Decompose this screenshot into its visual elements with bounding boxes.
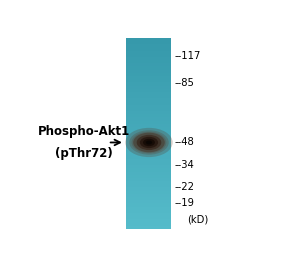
Bar xyxy=(127,223,171,226)
Bar xyxy=(127,79,171,82)
Text: (pThr72): (pThr72) xyxy=(55,147,113,160)
Bar xyxy=(127,127,171,130)
Bar xyxy=(127,213,171,216)
Bar xyxy=(127,143,171,146)
Bar xyxy=(127,210,171,213)
Bar xyxy=(127,191,171,194)
Bar xyxy=(127,63,171,67)
Bar xyxy=(127,47,171,50)
Bar xyxy=(127,168,171,172)
Bar xyxy=(127,175,171,178)
Bar xyxy=(127,206,171,210)
Bar xyxy=(127,57,171,60)
Bar xyxy=(127,172,171,175)
Bar xyxy=(127,130,171,133)
Bar xyxy=(127,54,171,57)
Ellipse shape xyxy=(140,137,158,148)
Bar xyxy=(127,38,171,41)
Bar xyxy=(127,60,171,63)
Text: (kD): (kD) xyxy=(187,215,208,225)
Ellipse shape xyxy=(125,128,173,157)
Bar xyxy=(127,82,171,86)
Bar xyxy=(127,117,171,121)
Bar xyxy=(127,108,171,111)
Bar xyxy=(127,73,171,76)
Bar xyxy=(127,89,171,92)
Text: --85: --85 xyxy=(175,78,194,87)
Text: --117: --117 xyxy=(175,51,201,61)
Text: --19: --19 xyxy=(175,199,195,209)
Bar xyxy=(127,149,171,152)
Bar xyxy=(127,178,171,181)
Bar xyxy=(127,44,171,47)
Bar xyxy=(127,181,171,184)
Ellipse shape xyxy=(132,132,166,153)
Bar xyxy=(127,98,171,101)
Text: --22: --22 xyxy=(175,182,195,192)
Bar xyxy=(127,95,171,98)
Bar xyxy=(127,121,171,124)
Bar xyxy=(127,70,171,73)
Bar xyxy=(127,67,171,70)
Bar xyxy=(127,200,171,203)
Bar xyxy=(127,50,171,54)
Bar xyxy=(127,203,171,206)
Ellipse shape xyxy=(129,130,169,155)
Bar xyxy=(127,184,171,187)
Bar xyxy=(127,216,171,219)
Bar xyxy=(127,111,171,114)
Bar xyxy=(127,41,171,44)
Bar xyxy=(127,140,171,143)
Bar xyxy=(127,197,171,200)
Ellipse shape xyxy=(143,139,155,146)
Bar xyxy=(127,76,171,79)
Bar xyxy=(127,165,171,168)
Bar xyxy=(127,162,171,165)
Bar xyxy=(127,133,171,136)
Bar xyxy=(127,101,171,105)
Bar xyxy=(127,219,171,223)
Bar xyxy=(127,86,171,89)
Ellipse shape xyxy=(137,135,161,150)
Bar xyxy=(127,146,171,149)
Bar xyxy=(127,114,171,117)
Bar xyxy=(127,105,171,108)
Text: Phospho-Akt1: Phospho-Akt1 xyxy=(38,125,130,138)
Bar xyxy=(127,226,171,229)
Bar xyxy=(127,159,171,162)
Bar xyxy=(127,136,171,140)
Bar xyxy=(127,124,171,127)
Bar xyxy=(127,152,171,155)
Bar xyxy=(127,155,171,159)
Bar xyxy=(127,194,171,197)
Text: --34: --34 xyxy=(175,160,194,170)
Text: --48: --48 xyxy=(175,138,194,148)
Bar xyxy=(127,187,171,191)
Ellipse shape xyxy=(146,140,152,144)
Ellipse shape xyxy=(133,133,165,152)
Bar xyxy=(127,92,171,95)
